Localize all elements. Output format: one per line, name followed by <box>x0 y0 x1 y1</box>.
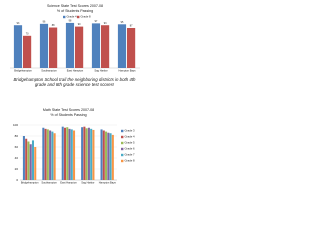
legend-label: Grade 4 <box>67 15 78 19</box>
bar <box>53 133 56 180</box>
chart-subtitle: % of Students Passing <box>57 9 93 13</box>
bar <box>61 126 64 180</box>
x-tick-label: Hampton Bays <box>118 69 136 73</box>
bar <box>100 129 103 180</box>
bar <box>65 22 75 69</box>
bar <box>81 127 84 180</box>
legend-swatch <box>63 15 66 19</box>
bar <box>66 127 69 180</box>
x-tick-label: Southampton <box>41 181 57 185</box>
x-tick-label: Bridgehampton <box>14 69 32 73</box>
data-label: 87 <box>130 25 133 28</box>
bar <box>102 130 105 180</box>
y-tick-label: 20 <box>15 167 19 171</box>
bar <box>23 35 32 68</box>
bar <box>49 27 58 68</box>
bar <box>109 133 112 180</box>
bar <box>87 127 90 180</box>
bar <box>68 128 71 180</box>
charts: Science State Test Scores 2007-08% of St… <box>10 4 140 185</box>
bar <box>46 129 49 180</box>
y-tick-label: 40 <box>15 156 19 160</box>
chart-subtitle: % of Students Passing <box>50 113 86 117</box>
x-tick-label: East Hampton <box>67 69 84 73</box>
x-tick-label: East Hampton <box>60 181 77 185</box>
y-tick-label: 0 <box>16 178 18 182</box>
data-label: 98 <box>69 20 72 23</box>
bar <box>31 140 35 180</box>
bar <box>25 138 28 180</box>
x-tick-label: Sag Harbor <box>94 69 107 73</box>
bar <box>42 127 45 180</box>
bar <box>22 136 25 180</box>
bar <box>92 129 95 180</box>
x-tick-label: Sag Harbor <box>81 181 94 185</box>
bar <box>107 132 110 180</box>
data-label: 70 <box>26 32 29 35</box>
x-tick-label: Bridgehampton <box>21 181 39 185</box>
legend-swatch <box>121 141 124 145</box>
data-label: 88 <box>52 24 55 27</box>
bar <box>13 25 23 68</box>
bar <box>105 131 108 180</box>
bar <box>75 26 84 69</box>
data-label: 90 <box>78 23 81 26</box>
legend-label: Grade 5 <box>125 141 136 145</box>
bar <box>83 126 86 180</box>
legend-swatch <box>121 135 124 139</box>
bar <box>34 147 37 180</box>
x-tick-label: Southampton <box>41 69 57 73</box>
y-tick-label: 60 <box>15 145 19 149</box>
legend-swatch <box>77 15 80 19</box>
data-label: 97 <box>95 20 98 23</box>
y-tick-label: 80 <box>15 134 19 138</box>
page: Science State Test Scores 2007-08% of St… <box>0 0 149 198</box>
bar <box>63 127 67 180</box>
legend-label: Grade 7 <box>125 153 136 157</box>
bar <box>44 128 47 180</box>
bar <box>49 130 52 180</box>
bar <box>91 23 101 69</box>
chart-title: Math State Test Scores 2007-08 <box>43 108 94 112</box>
bar <box>85 128 88 180</box>
bar <box>127 27 136 68</box>
chart-title: Science State Test Scores 2007-08 <box>47 4 103 8</box>
legend-label: Grade 4 <box>125 135 136 139</box>
bar <box>101 25 110 68</box>
data-label: 95 <box>121 21 124 24</box>
legend-swatch <box>121 147 124 151</box>
legend-swatch <box>121 159 124 163</box>
bar <box>29 144 32 180</box>
legend-label: Grade 6 <box>125 147 136 151</box>
bar <box>39 23 49 68</box>
y-tick-label: 100 <box>13 123 18 127</box>
bar <box>90 128 93 180</box>
legend-swatch <box>121 153 124 157</box>
bar <box>51 131 54 180</box>
legend-label: Grade 8 <box>81 15 92 19</box>
data-label: 93 <box>104 22 107 25</box>
x-tick-label: Hampton Bays <box>99 181 117 185</box>
bar <box>70 129 73 180</box>
legend-swatch <box>121 129 124 133</box>
bar <box>117 24 127 68</box>
bar <box>111 134 114 180</box>
bar <box>73 130 76 180</box>
legend-label: Grade 8 <box>125 159 136 163</box>
data-label: 96 <box>43 20 46 23</box>
legend-label: Grade 3 <box>125 129 136 133</box>
note: Bridgehampton School trail the neighbori… <box>13 77 136 88</box>
data-label: 93 <box>17 22 20 25</box>
bar <box>27 141 30 180</box>
